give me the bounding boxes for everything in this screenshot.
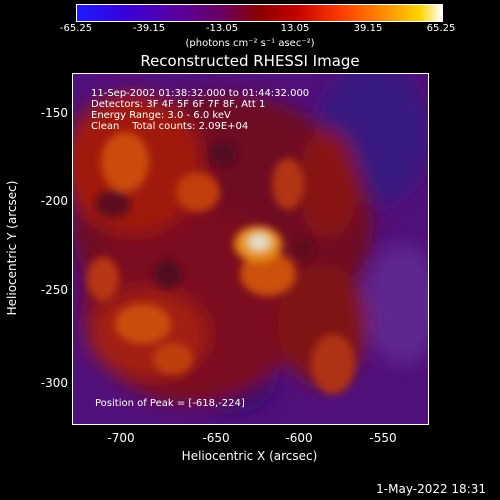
colorbar-tick: 39.15 — [353, 23, 383, 34]
y-tick-label: -300 — [40, 376, 68, 390]
detectors-text: Detectors: 3F 4F 5F 6F 7F 8F, Att 1 — [91, 99, 266, 110]
x-tick-label: -550 — [369, 431, 397, 445]
time-range-text: 11-Sep-2002 01:38:32.000 to 01:44:32.000 — [91, 88, 310, 99]
y-tick-label: -250 — [40, 283, 68, 297]
y-axis-label: Heliocentric Y (arcsec) — [5, 180, 19, 316]
x-tick-label: -650 — [202, 431, 230, 445]
colorbar — [76, 4, 443, 22]
y-tick-label: -150 — [40, 106, 68, 120]
colorbar-tick: 13.05 — [280, 23, 310, 34]
colorbar-tick: -65.25 — [59, 23, 93, 34]
rhessi-image — [72, 73, 429, 425]
flux-map — [73, 74, 428, 424]
colorbar-tick: -13.05 — [205, 23, 239, 34]
image-title: Reconstructed RHESSI Image — [140, 52, 360, 70]
y-tick-label: -200 — [40, 194, 68, 208]
x-axis-label: Heliocentric X (arcsec) — [181, 449, 318, 463]
energy-range-text: Energy Range: 3.0 - 6.0 keV — [91, 110, 231, 121]
colorbar-tick: 65.25 — [426, 23, 456, 34]
x-tick-label: -600 — [285, 431, 313, 445]
x-tick-label: -700 — [107, 431, 135, 445]
colorbar-units: (photons cm⁻² s⁻¹ asec⁻²) — [185, 38, 315, 49]
peak-position-text: Position of Peak = [-618,-224] — [95, 398, 245, 409]
timestamp-footer: 1-May-2022 18:31 — [376, 482, 486, 496]
clean-counts-text: Clean Total counts: 2.09E+04 — [91, 121, 249, 132]
colorbar-tick: -39.15 — [132, 23, 166, 34]
